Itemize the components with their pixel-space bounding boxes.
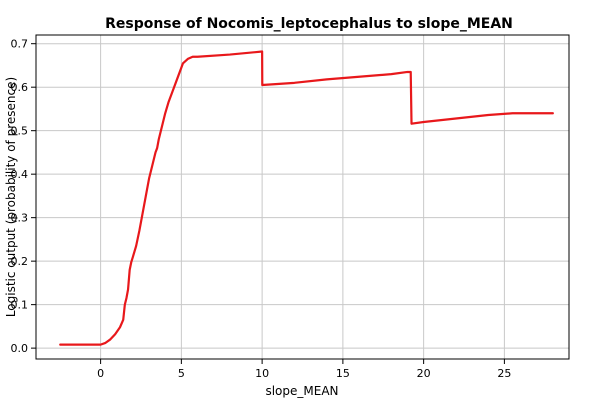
y-tick-label: 0.7 (11, 38, 29, 51)
y-tick-label: 0.4 (11, 168, 29, 181)
chart-title: Response of Nocomis_leptocephalus to slo… (105, 16, 513, 32)
y-tick-label: 0.0 (11, 342, 29, 355)
plot-area-frame (35, 34, 570, 360)
y-axis-label: Logistic output (probability of presence… (4, 77, 18, 317)
x-tick-label: 0 (97, 367, 104, 380)
x-tick-label: 20 (417, 367, 431, 380)
y-tick-label: 0.1 (11, 299, 29, 312)
axis-ticks: 0 5 10 15 20 25 0.0 0.1 0.2 0.3 0.4 0.5 0.6 0.7 (11, 38, 512, 380)
x-tick-label: 25 (497, 367, 511, 380)
response-curve-line (59, 50, 554, 346)
y-tick-label: 0.6 (11, 81, 29, 94)
grid-lines (36, 35, 569, 359)
series-layer (59, 50, 554, 346)
x-axis-label: slope_MEAN (265, 384, 338, 398)
y-tick-label: 0.2 (11, 255, 29, 268)
x-tick-label: 10 (255, 367, 269, 380)
x-tick-label: 5 (178, 367, 185, 380)
x-tick-label: 15 (336, 367, 350, 380)
y-tick-label: 0.5 (11, 125, 29, 138)
y-tick-label: 0.3 (11, 212, 29, 225)
